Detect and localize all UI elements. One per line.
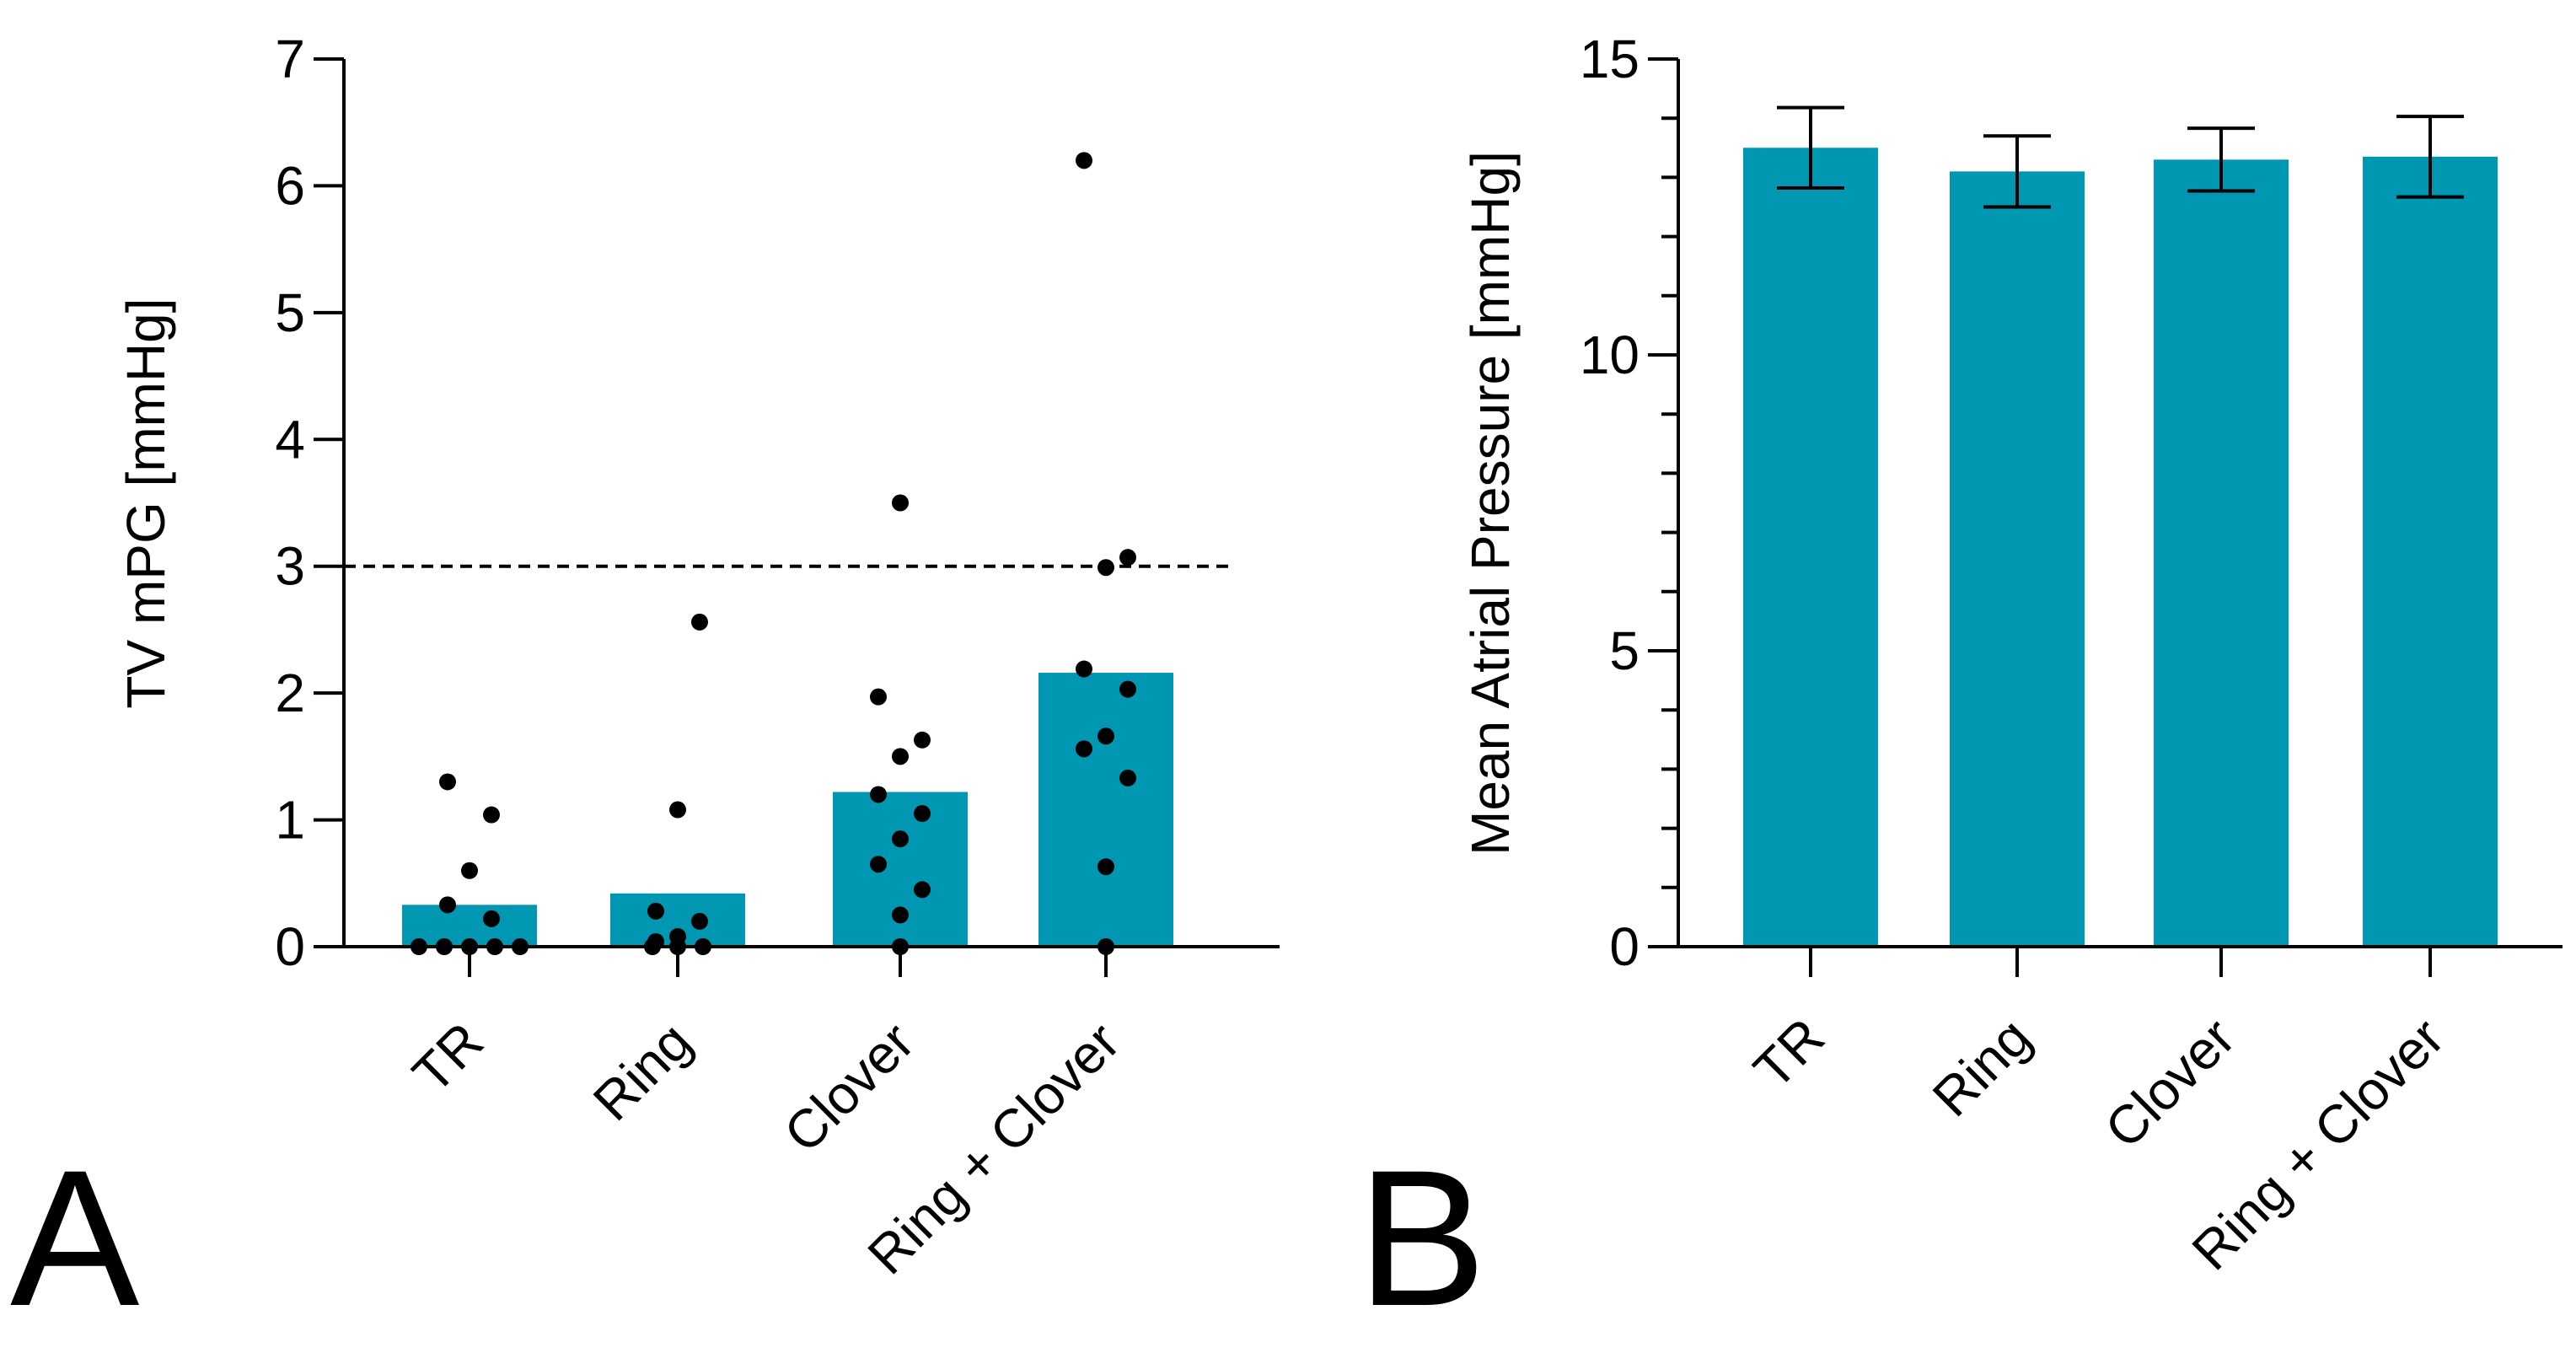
panel-b-label: B xyxy=(1357,1130,1486,1346)
x-tick-label: Ring xyxy=(582,1011,703,1132)
bar-ring-clover xyxy=(1038,673,1173,947)
data-point xyxy=(892,748,909,765)
data-point xyxy=(691,912,708,930)
y-tick-label: 3 xyxy=(275,536,305,597)
bar-ring-clover xyxy=(2363,156,2498,947)
y-axis-title: Mean Atrial Pressure [mmHg] xyxy=(1460,151,1521,856)
y-tick-label: 4 xyxy=(275,409,305,470)
y-tick-label: 0 xyxy=(275,916,305,977)
data-point xyxy=(461,862,478,879)
data-point xyxy=(870,856,887,873)
data-point xyxy=(892,830,909,848)
data-point xyxy=(439,896,456,914)
y-tick-label: 1 xyxy=(275,790,305,851)
data-point xyxy=(892,494,909,512)
x-tick-label: TR xyxy=(1742,1007,1836,1100)
data-point xyxy=(892,906,909,924)
data-point xyxy=(647,902,664,920)
data-point xyxy=(691,613,708,631)
data-point xyxy=(1097,728,1114,745)
data-point xyxy=(914,731,931,749)
y-tick-label: 5 xyxy=(275,282,305,343)
data-point xyxy=(914,881,931,899)
data-point xyxy=(1119,549,1136,566)
y-axis-title: TV mPG [mmHg] xyxy=(115,298,176,708)
data-point xyxy=(483,806,500,824)
y-tick-label: 15 xyxy=(1580,29,1640,89)
y-tick-label: 2 xyxy=(275,663,305,723)
data-point xyxy=(1076,660,1092,678)
panel-a-label: A xyxy=(10,1130,139,1346)
data-point xyxy=(483,910,500,927)
data-point xyxy=(439,773,456,791)
data-point xyxy=(1097,858,1114,876)
bar-ring xyxy=(1950,171,2085,947)
y-tick-label: 7 xyxy=(275,29,305,89)
data-point xyxy=(669,927,686,945)
data-point xyxy=(1076,152,1092,169)
y-tick-label: 5 xyxy=(1609,620,1640,681)
data-point xyxy=(870,688,887,706)
data-point xyxy=(1119,769,1136,787)
x-tick-label: Clover xyxy=(2093,1007,2246,1160)
x-tick-label: Ring xyxy=(1921,1007,2042,1128)
y-tick-label: 0 xyxy=(1609,916,1640,977)
x-tick-label: Clover xyxy=(772,1011,926,1164)
bar-clover xyxy=(2154,159,2289,948)
y-tick-label: 6 xyxy=(275,155,305,216)
bar-tr xyxy=(1743,148,1878,948)
data-point xyxy=(870,786,887,803)
data-point xyxy=(669,801,686,819)
data-point xyxy=(914,805,931,823)
y-tick-label: 10 xyxy=(1580,325,1640,385)
data-point xyxy=(1119,680,1136,698)
bar-clover xyxy=(833,792,968,947)
data-point xyxy=(1076,740,1092,758)
x-tick-label: TR xyxy=(401,1011,495,1104)
